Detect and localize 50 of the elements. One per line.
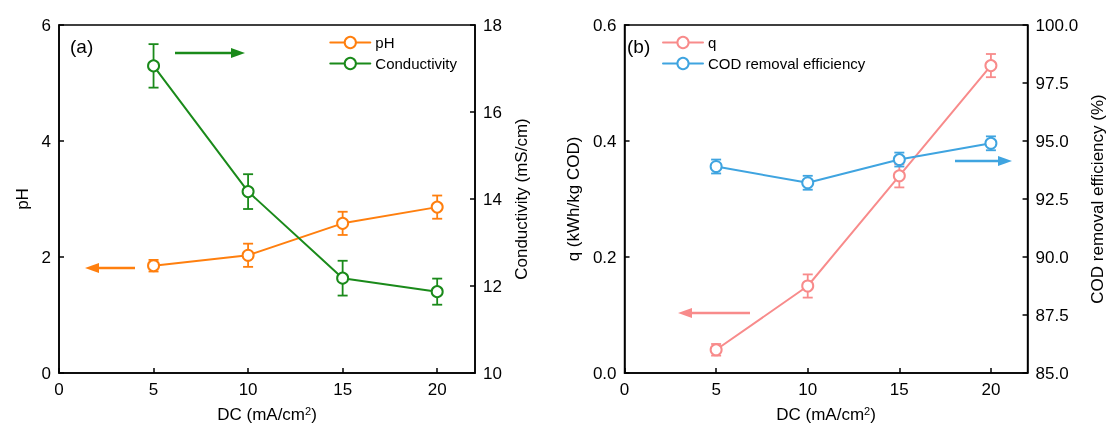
point [984, 59, 998, 73]
x-tick-label: 20 [427, 380, 447, 399]
y-tick-label: 4 [41, 131, 51, 151]
y-tick-label: 0.6 [592, 15, 617, 35]
y-tick-label: 2 [41, 247, 51, 267]
x-tick-label: 0 [619, 380, 630, 399]
point [892, 169, 906, 183]
y-tick-label: 0 [41, 363, 51, 383]
point [430, 285, 444, 299]
point [430, 200, 444, 214]
point [241, 185, 255, 199]
legend-label: Conductivity [375, 55, 458, 72]
y2-tick-label: 92.5 [1035, 189, 1069, 209]
y-tick-label: 0.4 [592, 131, 617, 151]
point [336, 271, 350, 285]
y2-tick-label: 85.0 [1035, 363, 1069, 383]
y2-tick-label: 100.0 [1035, 15, 1079, 35]
x-tick-label: 15 [333, 380, 353, 399]
x-tick-label: 5 [148, 380, 159, 399]
y2-axis-title: COD removal efficiency (%) [1088, 94, 1107, 304]
y2-tick-label: 90.0 [1035, 247, 1069, 267]
point [241, 248, 255, 262]
y2-tick-label: 16 [483, 102, 502, 122]
x-tick-label: 5 [711, 380, 721, 399]
y-tick-label: 0.2 [592, 247, 617, 267]
point [147, 59, 161, 73]
y2-tick-label: 18 [483, 15, 502, 35]
y2-tick-label: 12 [483, 276, 502, 296]
point [336, 216, 350, 230]
x-tick-label: 0 [54, 380, 64, 399]
legend-label: q [708, 34, 717, 51]
point [801, 279, 815, 293]
y2-tick-label: 97.5 [1035, 73, 1069, 93]
y-axis-title: q (kWh/kg COD) [564, 136, 583, 262]
y2-tick-label: 95.0 [1035, 131, 1069, 151]
y2-axis-title: Conductivity (mS/cm) [512, 118, 531, 280]
y-axis-title: pH [12, 188, 32, 210]
y-tick-label: 6 [41, 15, 51, 35]
y2-tick-label: 87.5 [1035, 305, 1069, 325]
annotation: (b) [627, 36, 651, 57]
y2-tick-label: 14 [483, 189, 502, 209]
y2-tick-label: 10 [483, 363, 502, 383]
annotation: (a) [70, 36, 94, 57]
x-tick-label: 10 [238, 380, 258, 399]
x-tick-label: 10 [798, 380, 818, 399]
x-tick-label: 20 [981, 380, 1001, 399]
y-tick-label: 0.0 [592, 363, 617, 383]
legend-label: COD removal efficiency [708, 55, 866, 72]
legend-label: pH [375, 34, 395, 51]
x-tick-label: 15 [889, 380, 909, 399]
